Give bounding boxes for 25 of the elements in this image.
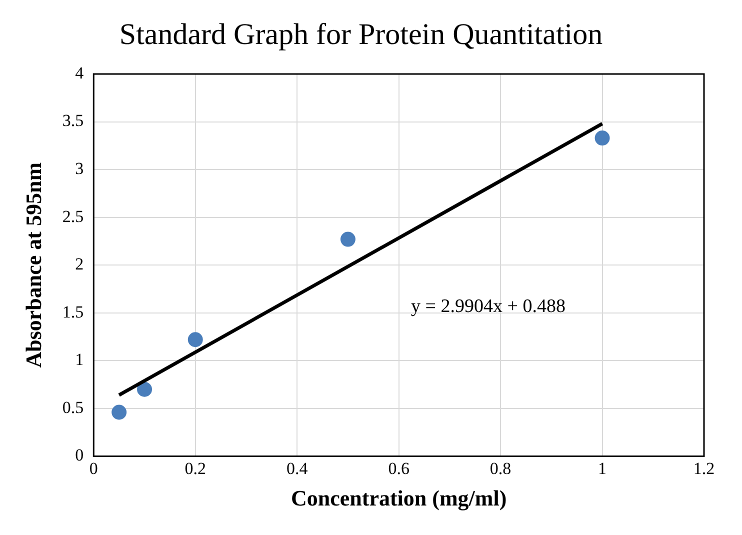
annotation: y = 2.9904x + 0.488 bbox=[411, 296, 566, 318]
x-tick-label: 0.6 bbox=[388, 458, 410, 478]
y-tick-label: 0.5 bbox=[62, 398, 84, 417]
y-axis-title: Absorbance at 595nm bbox=[20, 162, 46, 368]
x-axis-title: Concentration (mg/ml) bbox=[290, 485, 507, 510]
y-tick-label: 0 bbox=[75, 446, 84, 465]
x-tick-label: 1.2 bbox=[693, 458, 715, 478]
y-tick-label: 3.5 bbox=[62, 111, 84, 130]
x-tick-label: 0.2 bbox=[184, 458, 206, 478]
y-tick-label: 1.5 bbox=[62, 302, 84, 322]
point bbox=[594, 130, 610, 146]
chart-title: Standard Graph for Protein Quantitation bbox=[119, 18, 603, 51]
x-tick-label: 0 bbox=[89, 458, 98, 478]
y-tick-label: 2 bbox=[75, 254, 84, 274]
y-tick-label: 1 bbox=[75, 350, 84, 370]
point bbox=[188, 332, 203, 348]
point bbox=[112, 404, 127, 420]
point bbox=[340, 232, 356, 247]
point bbox=[137, 382, 152, 397]
y-tick-label: 4 bbox=[75, 63, 84, 82]
y-tick-label: 2.5 bbox=[62, 206, 84, 226]
y-tick-label: 3 bbox=[75, 159, 84, 178]
x-tick-label: 0.8 bbox=[490, 458, 512, 478]
x-tick-label: 0.4 bbox=[286, 458, 308, 478]
x-tick-label: 1 bbox=[598, 458, 607, 478]
